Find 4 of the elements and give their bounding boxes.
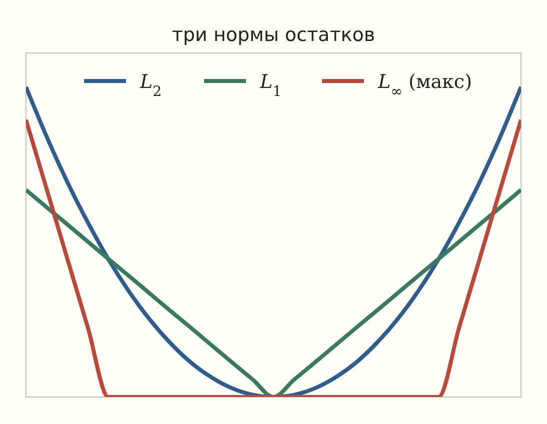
legend-label: L$_{∞}$ (макс) xyxy=(377,71,472,100)
chart-title: три нормы остатков xyxy=(172,24,376,46)
legend-label: L$_{2}$ xyxy=(139,71,162,100)
legend-label: L$_{1}$ xyxy=(259,71,282,100)
